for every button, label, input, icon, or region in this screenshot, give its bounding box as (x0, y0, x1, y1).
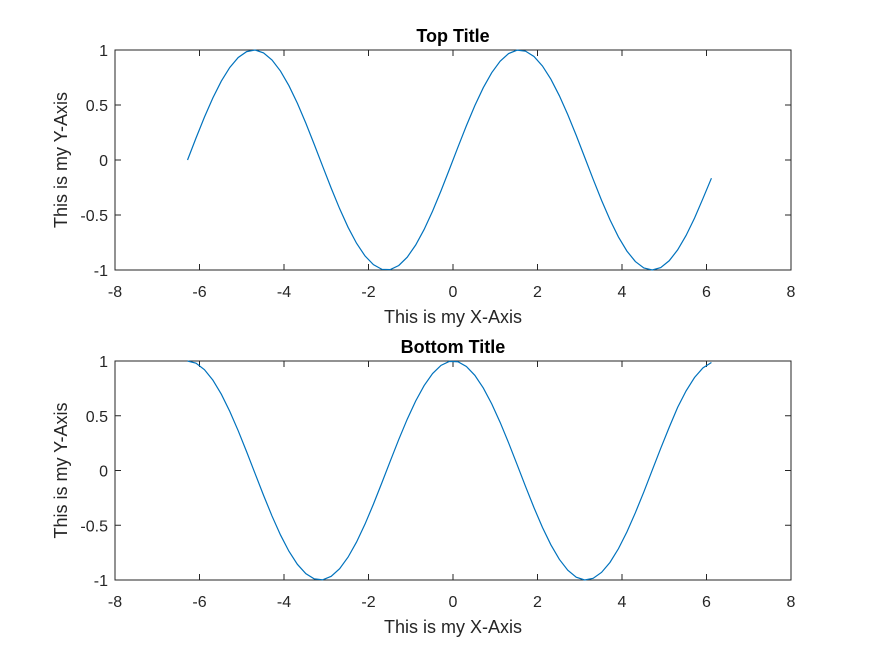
top-y-tick-label: -1 (94, 263, 108, 280)
top-x-tick-label: 0 (449, 284, 458, 301)
top-chart-title: Top Title (416, 26, 489, 46)
bottom-x-tick-label: 2 (533, 594, 542, 611)
top-x-tick-label: -6 (192, 284, 206, 301)
bottom-x-tick-label: 4 (618, 594, 627, 611)
bottom-x-tick-label: 0 (449, 594, 458, 611)
bottom-y-tick-label: -0.5 (80, 518, 108, 535)
bottom-x-axis-label: This is my X-Axis (384, 617, 522, 637)
top-x-tick-label: 6 (702, 284, 711, 301)
top-y-tick-label: 0 (99, 153, 108, 170)
bottom-x-tick-label: -8 (108, 594, 122, 611)
bottom-axes: -8 -6 -4 -2 0 2 4 6 8 -1 -0.5 0 0.5 1 Bottom Title This… (51, 337, 796, 637)
bottom-chart-title: Bottom Title (401, 337, 506, 357)
bottom-series-line (187, 360, 712, 581)
bottom-y-tick-label: -1 (94, 573, 108, 590)
bottom-y-tick-label: 0.5 (86, 409, 108, 426)
top-y-tick-label: 0.5 (86, 98, 108, 115)
bottom-x-tick-label: 8 (787, 594, 796, 611)
bottom-x-tick-label: -6 (192, 594, 206, 611)
top-x-axis-label: This is my X-Axis (384, 307, 522, 327)
bottom-plot-area (114, 360, 792, 581)
top-x-tick-label: -2 (361, 284, 375, 301)
bottom-x-tick-label: -2 (361, 594, 375, 611)
bottom-x-tick-label: 6 (702, 594, 711, 611)
top-y-axis-label: This is my Y-Axis (51, 92, 71, 228)
top-x-tick-label: -4 (277, 284, 291, 301)
top-x-tick-label: 2 (533, 284, 542, 301)
bottom-y-axis-label: This is my Y-Axis (51, 402, 71, 538)
bottom-x-tick-label: -4 (277, 594, 291, 611)
bottom-y-tick-label: 0 (99, 464, 108, 481)
top-x-tick-label: -8 (108, 284, 122, 301)
top-series-line (186, 49, 712, 271)
top-y-tick-label: 1 (99, 43, 108, 60)
top-x-tick-label: 8 (787, 284, 796, 301)
top-x-tick-label: 4 (618, 284, 627, 301)
top-axes: -8 -6 -4 -2 0 2 4 6 8 -1 -0.5 0 0.5 1 Top Title This is… (51, 26, 796, 327)
top-y-tick-label: -0.5 (80, 208, 108, 225)
bottom-y-tick-label: 1 (99, 354, 108, 371)
